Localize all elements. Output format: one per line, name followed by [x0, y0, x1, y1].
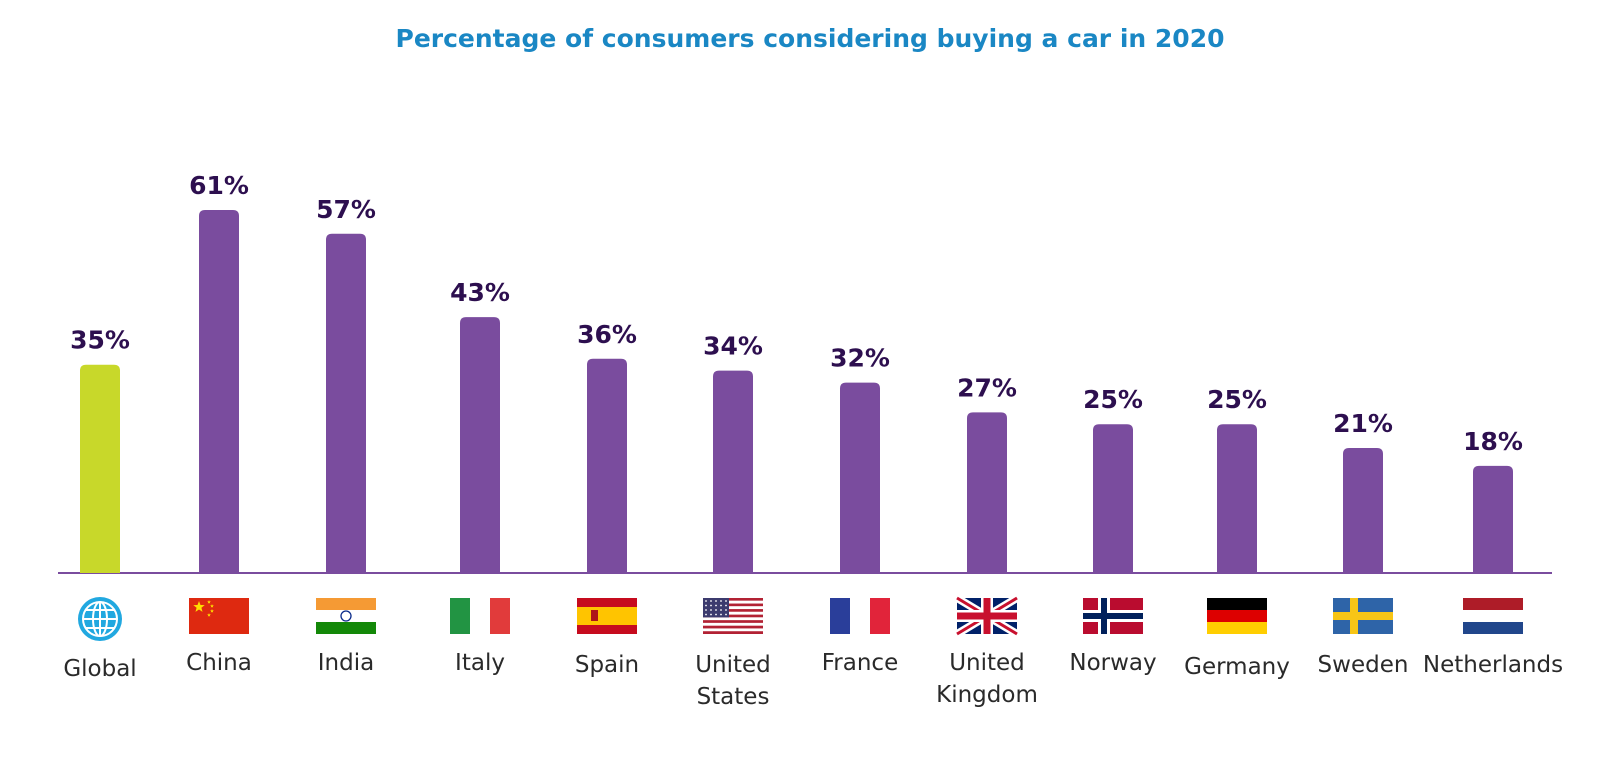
category-label-line: United [949, 650, 1025, 676]
china-flag-icon [189, 598, 249, 634]
italy-flag-icon [450, 598, 510, 634]
netherlands-flag-icon [1463, 598, 1523, 634]
united-kingdom-flag-icon [954, 594, 1020, 638]
value-label-france: 32% [830, 344, 890, 373]
category-label-line: France [822, 650, 898, 676]
bar-netherlands [1473, 465, 1513, 573]
category-label-line: Norway [1069, 650, 1156, 676]
category-label-line: States [697, 684, 770, 710]
sweden-flag-icon [1333, 598, 1393, 634]
value-label-china: 61% [189, 171, 249, 200]
spain-flag-icon [577, 598, 637, 634]
category-label-line: Kingdom [936, 682, 1038, 708]
category-label-spain: Spain [575, 652, 639, 678]
bar-norway [1093, 424, 1133, 573]
germany-flag-icon [1207, 598, 1267, 634]
bar-united-states [713, 370, 753, 573]
category-label-india: India [318, 650, 374, 676]
category-label-germany: Germany [1184, 654, 1290, 680]
globe-icon [78, 597, 122, 641]
value-label-spain: 36% [577, 320, 637, 349]
plot-area: 35% 61% 57% 43% 36% 34% 32% 27% 25% 25% 21% 18% Glob… [58, 171, 1563, 710]
united-states-flag-icon [703, 598, 763, 634]
category-label-line: Sweden [1318, 652, 1409, 678]
value-label-norway: 25% [1083, 385, 1143, 414]
value-label-italy: 43% [450, 278, 510, 307]
value-label-netherlands: 18% [1463, 427, 1523, 456]
category-label-united-kingdom: United Kingdom [936, 650, 1038, 708]
india-flag-icon [316, 598, 376, 634]
category-label-sweden: Sweden [1318, 652, 1409, 678]
category-label-global: Global [63, 656, 136, 682]
category-label-line: Netherlands [1423, 652, 1563, 678]
chart-title: Percentage of consumers considering buyi… [396, 24, 1225, 53]
category-label-france: France [822, 650, 898, 676]
bar-germany [1217, 424, 1257, 573]
value-label-sweden: 21% [1333, 409, 1393, 438]
category-label-line: Spain [575, 652, 639, 678]
category-label-line: Global [63, 656, 136, 682]
bar-france [840, 382, 880, 573]
category-label-line: Italy [455, 650, 505, 676]
bar-italy [460, 317, 500, 573]
bar-sweden [1343, 448, 1383, 573]
bar-spain [587, 358, 627, 573]
category-label-norway: Norway [1069, 650, 1156, 676]
category-label-netherlands: Netherlands [1423, 652, 1563, 678]
bar-india [326, 233, 366, 573]
category-label-italy: Italy [455, 650, 505, 676]
france-flag-icon [830, 598, 890, 634]
category-label-line: India [318, 650, 374, 676]
category-label-line: Germany [1184, 654, 1290, 680]
norway-flag-icon [1083, 598, 1143, 634]
value-label-germany: 25% [1207, 385, 1267, 414]
value-label-india: 57% [316, 195, 376, 224]
bar-united-kingdom [967, 412, 1007, 573]
bar-global [80, 364, 120, 573]
category-label-china: China [186, 650, 252, 676]
category-label-line: China [186, 650, 252, 676]
value-label-united-kingdom: 27% [957, 373, 1017, 402]
category-label-line: United [695, 652, 771, 678]
value-label-united-states: 34% [703, 332, 763, 361]
value-label-global: 35% [70, 326, 130, 355]
category-label-united-states: United States [695, 652, 771, 710]
bar-china [199, 210, 239, 573]
